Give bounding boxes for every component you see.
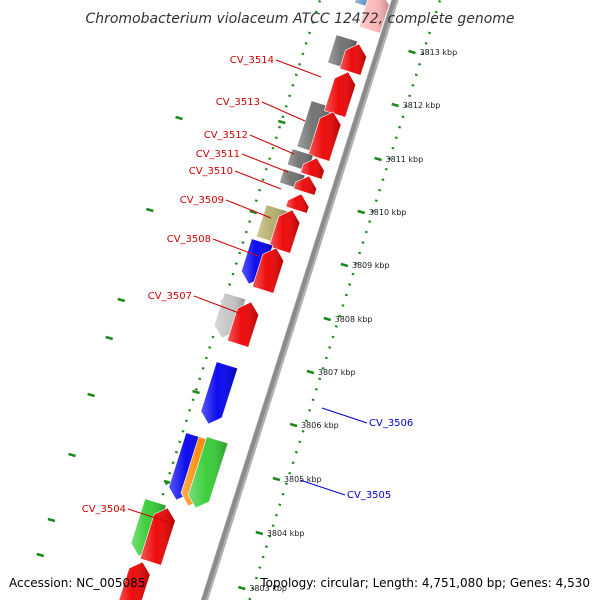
ruler-tick xyxy=(289,422,298,428)
ruler-tick-label: 3804 kbp xyxy=(267,529,305,538)
gene-feature-shade xyxy=(339,44,367,76)
ruler-tick xyxy=(357,209,366,215)
ruler-tick-label: 3807 kbp xyxy=(318,368,356,377)
gene-leader-line xyxy=(261,101,306,122)
map-title: Chromobacterium violaceum ATCC 12472, co… xyxy=(85,11,514,27)
ruler-minor-tick xyxy=(277,119,286,125)
gene-feature-shade xyxy=(118,562,150,600)
gene-feature-shade xyxy=(227,302,259,348)
gene-label-cv-3513[interactable]: CV_3513 xyxy=(216,97,260,108)
ruler-minor-tick xyxy=(36,552,45,558)
gene-feature-shade xyxy=(285,194,309,214)
gene-leader-line xyxy=(321,407,368,424)
ruler-tick xyxy=(374,156,382,162)
topology-text: Topology: circular; Length: 4,751,080 bp… xyxy=(259,576,590,590)
gene-label-cv-3510[interactable]: CV_3510 xyxy=(189,166,233,177)
gene-feature-shade xyxy=(269,210,300,254)
ruler-tick xyxy=(306,369,315,375)
gene-labels: CV_3514 CV_3513 CV_3512 CV_3511 CV_3510 CV_35… xyxy=(82,55,413,525)
ruler-minor-tick xyxy=(87,392,95,398)
gene-leader-line xyxy=(299,479,346,496)
ruler-tick xyxy=(408,49,416,55)
gene-feature-shade xyxy=(359,0,389,34)
ruler-tick-label: 3809 kbp xyxy=(352,261,390,270)
ruler-minor-tick xyxy=(249,209,258,215)
ruler-tick xyxy=(255,530,264,536)
feature-track xyxy=(118,0,390,600)
ruler-tick-label: 3811 kbp xyxy=(386,155,424,164)
gene-label-cv-3505[interactable]: CV_3505 xyxy=(347,490,391,501)
ruler-tick xyxy=(340,262,349,268)
gene-label-cv-3511[interactable]: CV_3511 xyxy=(196,149,240,160)
ruler-tick xyxy=(237,585,246,591)
backbone xyxy=(200,0,399,600)
ruler-tick xyxy=(323,316,332,322)
ruler-minor-tick xyxy=(163,479,172,485)
gene-label-cv-3504[interactable]: CV_3504 xyxy=(82,504,126,515)
gene-feature-shade xyxy=(308,112,341,162)
ruler-tick-label: 3806 kbp xyxy=(301,421,339,430)
gene-feature-shade xyxy=(300,158,325,180)
accession-text: Accession: NC_005085 xyxy=(9,576,145,590)
gene-leader-line xyxy=(249,134,295,155)
gene-leader-line xyxy=(241,153,289,173)
gene-label-cv-3512[interactable]: CV_3512 xyxy=(204,130,248,141)
gene-leader-line xyxy=(193,295,240,314)
ruler-minor-tick xyxy=(145,207,154,213)
gene-leader-line xyxy=(225,199,272,219)
gene-feature-shade xyxy=(324,72,356,118)
ruler-tick xyxy=(391,102,400,108)
ruler: 3813 kbp 3812 kbp 3811 kbp 3810 kbp 3809 kbp… xyxy=(36,0,457,600)
gene-label-cv-3507[interactable]: CV_3507 xyxy=(148,291,192,302)
ruler-tick xyxy=(272,476,281,482)
gene-feature-shade xyxy=(296,100,333,154)
gene-label-cv-3514[interactable]: CV_3514 xyxy=(230,55,274,66)
ruler-minor-tick xyxy=(192,389,200,395)
ruler-tick-label: 3812 kbp xyxy=(403,101,441,110)
ruler-tick-label: 3805 kbp xyxy=(284,475,322,484)
ruler-minor-tick xyxy=(175,115,183,121)
ruler-minor-tick xyxy=(68,452,76,458)
gene-leader-line xyxy=(275,59,322,78)
ruler-minor-tick xyxy=(47,517,56,523)
gene-leader-line xyxy=(234,170,282,190)
gene-label-cv-3509[interactable]: CV_3509 xyxy=(180,195,224,206)
gene-leader-line xyxy=(127,508,175,525)
ruler-tick-label: 3808 kbp xyxy=(335,315,373,324)
gene-feature-shade xyxy=(188,436,228,508)
gene-leader-line xyxy=(212,238,259,257)
gene-feature-shade xyxy=(252,248,284,294)
gene-label-cv-3506[interactable]: CV_3506 xyxy=(369,418,413,429)
gene-feature-shade xyxy=(293,176,317,196)
gene-feature-shade xyxy=(200,361,238,424)
gene-feature-shade xyxy=(214,292,246,338)
ruler-tick-label: 3803 kbp xyxy=(249,584,287,593)
gene-feature-shade xyxy=(140,508,176,566)
gene-label-cv-3508[interactable]: CV_3508 xyxy=(167,234,211,245)
ruler-minor-tick xyxy=(105,335,114,341)
gene-feature-shade xyxy=(241,238,273,284)
ruler-tick-label: 3813 kbp xyxy=(419,48,457,57)
ruler-minor-tick xyxy=(117,297,126,303)
ruler-tick-label: 3810 kbp xyxy=(369,208,407,217)
